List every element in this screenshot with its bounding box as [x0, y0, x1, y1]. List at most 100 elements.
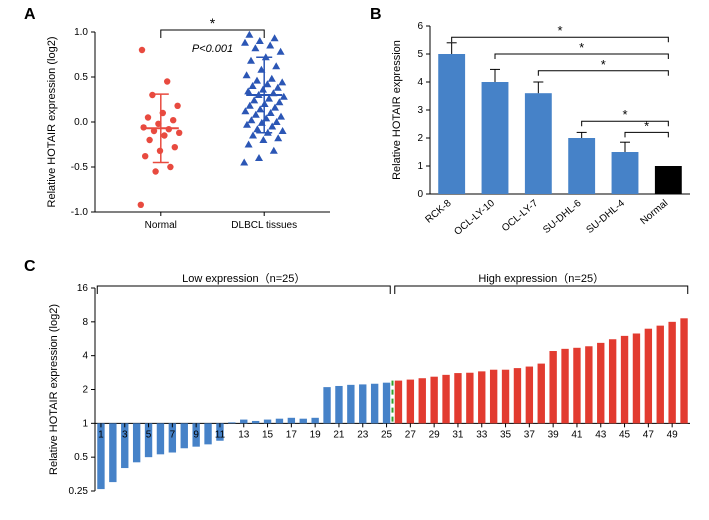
bar — [323, 387, 330, 423]
scatter-point — [152, 168, 158, 174]
svg-text:0.5: 0.5 — [74, 72, 88, 83]
bar — [573, 348, 580, 424]
bar — [133, 423, 140, 462]
svg-text:3: 3 — [122, 429, 128, 440]
scatter-point — [142, 153, 148, 159]
svg-text:4: 4 — [417, 77, 423, 88]
svg-text:19: 19 — [310, 429, 322, 440]
scatter-point — [270, 147, 278, 154]
svg-text:15: 15 — [262, 429, 274, 440]
scatter-point — [241, 39, 249, 46]
scatter-point — [167, 164, 173, 170]
scatter-point — [174, 103, 180, 109]
svg-text:47: 47 — [643, 429, 655, 440]
scatter-point — [278, 78, 286, 85]
bar — [359, 384, 366, 423]
svg-text:4: 4 — [82, 351, 88, 362]
bar-label: SU-DHL-6 — [541, 198, 584, 236]
scatter-point — [161, 132, 167, 138]
bar — [561, 349, 568, 423]
bar — [264, 420, 271, 424]
svg-text:0.5: 0.5 — [74, 452, 88, 463]
bar-label: RCK-8 — [424, 198, 454, 226]
bar — [407, 380, 414, 424]
svg-text:Relative HOTAIR expression (lo: Relative HOTAIR expression (log2) — [46, 37, 58, 208]
bar — [549, 351, 556, 423]
scatter-point — [176, 130, 182, 136]
svg-text:1.0: 1.0 — [74, 27, 88, 38]
bar — [514, 368, 521, 423]
bar — [157, 423, 164, 454]
scatter-point — [255, 154, 263, 161]
svg-text:8: 8 — [82, 317, 88, 328]
svg-text:-1.0: -1.0 — [71, 207, 89, 218]
bar — [502, 370, 509, 424]
group-label: DLBCL tissues — [231, 220, 297, 231]
svg-text:6: 6 — [417, 21, 423, 32]
bar — [597, 343, 604, 423]
bar — [442, 375, 449, 423]
scatter-point — [157, 148, 163, 154]
scatter-point — [245, 141, 253, 148]
svg-text:5: 5 — [146, 429, 152, 440]
scatter-point — [279, 127, 287, 134]
bar — [490, 370, 497, 424]
bar — [252, 421, 259, 423]
scatter-point — [247, 57, 255, 64]
svg-text:1: 1 — [417, 161, 423, 172]
bar — [568, 138, 595, 194]
bar — [657, 326, 664, 424]
svg-text:7: 7 — [170, 429, 176, 440]
bar — [300, 419, 307, 424]
bar-label: OCL-LY-7 — [500, 198, 541, 235]
svg-text:21: 21 — [333, 429, 345, 440]
bar — [335, 386, 342, 423]
low-group-label: Low expression（n=25） — [182, 272, 305, 285]
svg-text:0.0: 0.0 — [74, 117, 88, 128]
bar — [525, 93, 552, 194]
pvalue: P<0.001 — [192, 43, 233, 55]
svg-text:35: 35 — [500, 429, 512, 440]
svg-text:25: 25 — [381, 429, 393, 440]
panel-a: -1.0-0.50.00.51.0Relative HOTAIR express… — [40, 14, 340, 244]
scatter-point — [280, 93, 288, 100]
bar — [526, 367, 533, 424]
sig-star: * — [579, 40, 584, 55]
scatter-point — [170, 117, 176, 123]
bar — [645, 329, 652, 424]
bar — [621, 336, 628, 423]
svg-text:0: 0 — [417, 189, 423, 200]
scatter-point — [149, 92, 155, 98]
svg-text:9: 9 — [193, 429, 199, 440]
svg-text:1: 1 — [98, 429, 104, 440]
bar — [585, 346, 592, 423]
sig-star: * — [557, 23, 562, 38]
bar — [668, 322, 675, 423]
bar — [395, 381, 402, 424]
scatter-point — [172, 144, 178, 150]
scatter-point — [164, 78, 170, 84]
bar — [240, 420, 247, 424]
bar — [419, 378, 426, 423]
scatter-point — [268, 75, 276, 82]
svg-text:1: 1 — [82, 418, 88, 429]
bar — [478, 371, 485, 423]
svg-text:Relative HOTAIR expression: Relative HOTAIR expression — [391, 40, 403, 180]
scatter-point — [251, 44, 259, 51]
svg-text:11: 11 — [215, 429, 226, 440]
bar-label: Normal — [638, 198, 670, 227]
scatter-point — [245, 31, 253, 38]
bar — [633, 333, 640, 423]
svg-text:17: 17 — [286, 429, 298, 440]
svg-text:49: 49 — [667, 429, 679, 440]
svg-text:0.25: 0.25 — [69, 486, 89, 497]
svg-text:45: 45 — [619, 429, 631, 440]
scatter-point — [259, 136, 267, 143]
bar — [454, 373, 461, 423]
svg-text:Relative HOTAIR expression (lo: Relative HOTAIR expression (log2) — [48, 304, 60, 475]
bar — [680, 318, 687, 423]
scatter-point — [139, 47, 145, 53]
bar — [430, 377, 437, 424]
svg-text:41: 41 — [571, 429, 583, 440]
bar — [609, 339, 616, 423]
